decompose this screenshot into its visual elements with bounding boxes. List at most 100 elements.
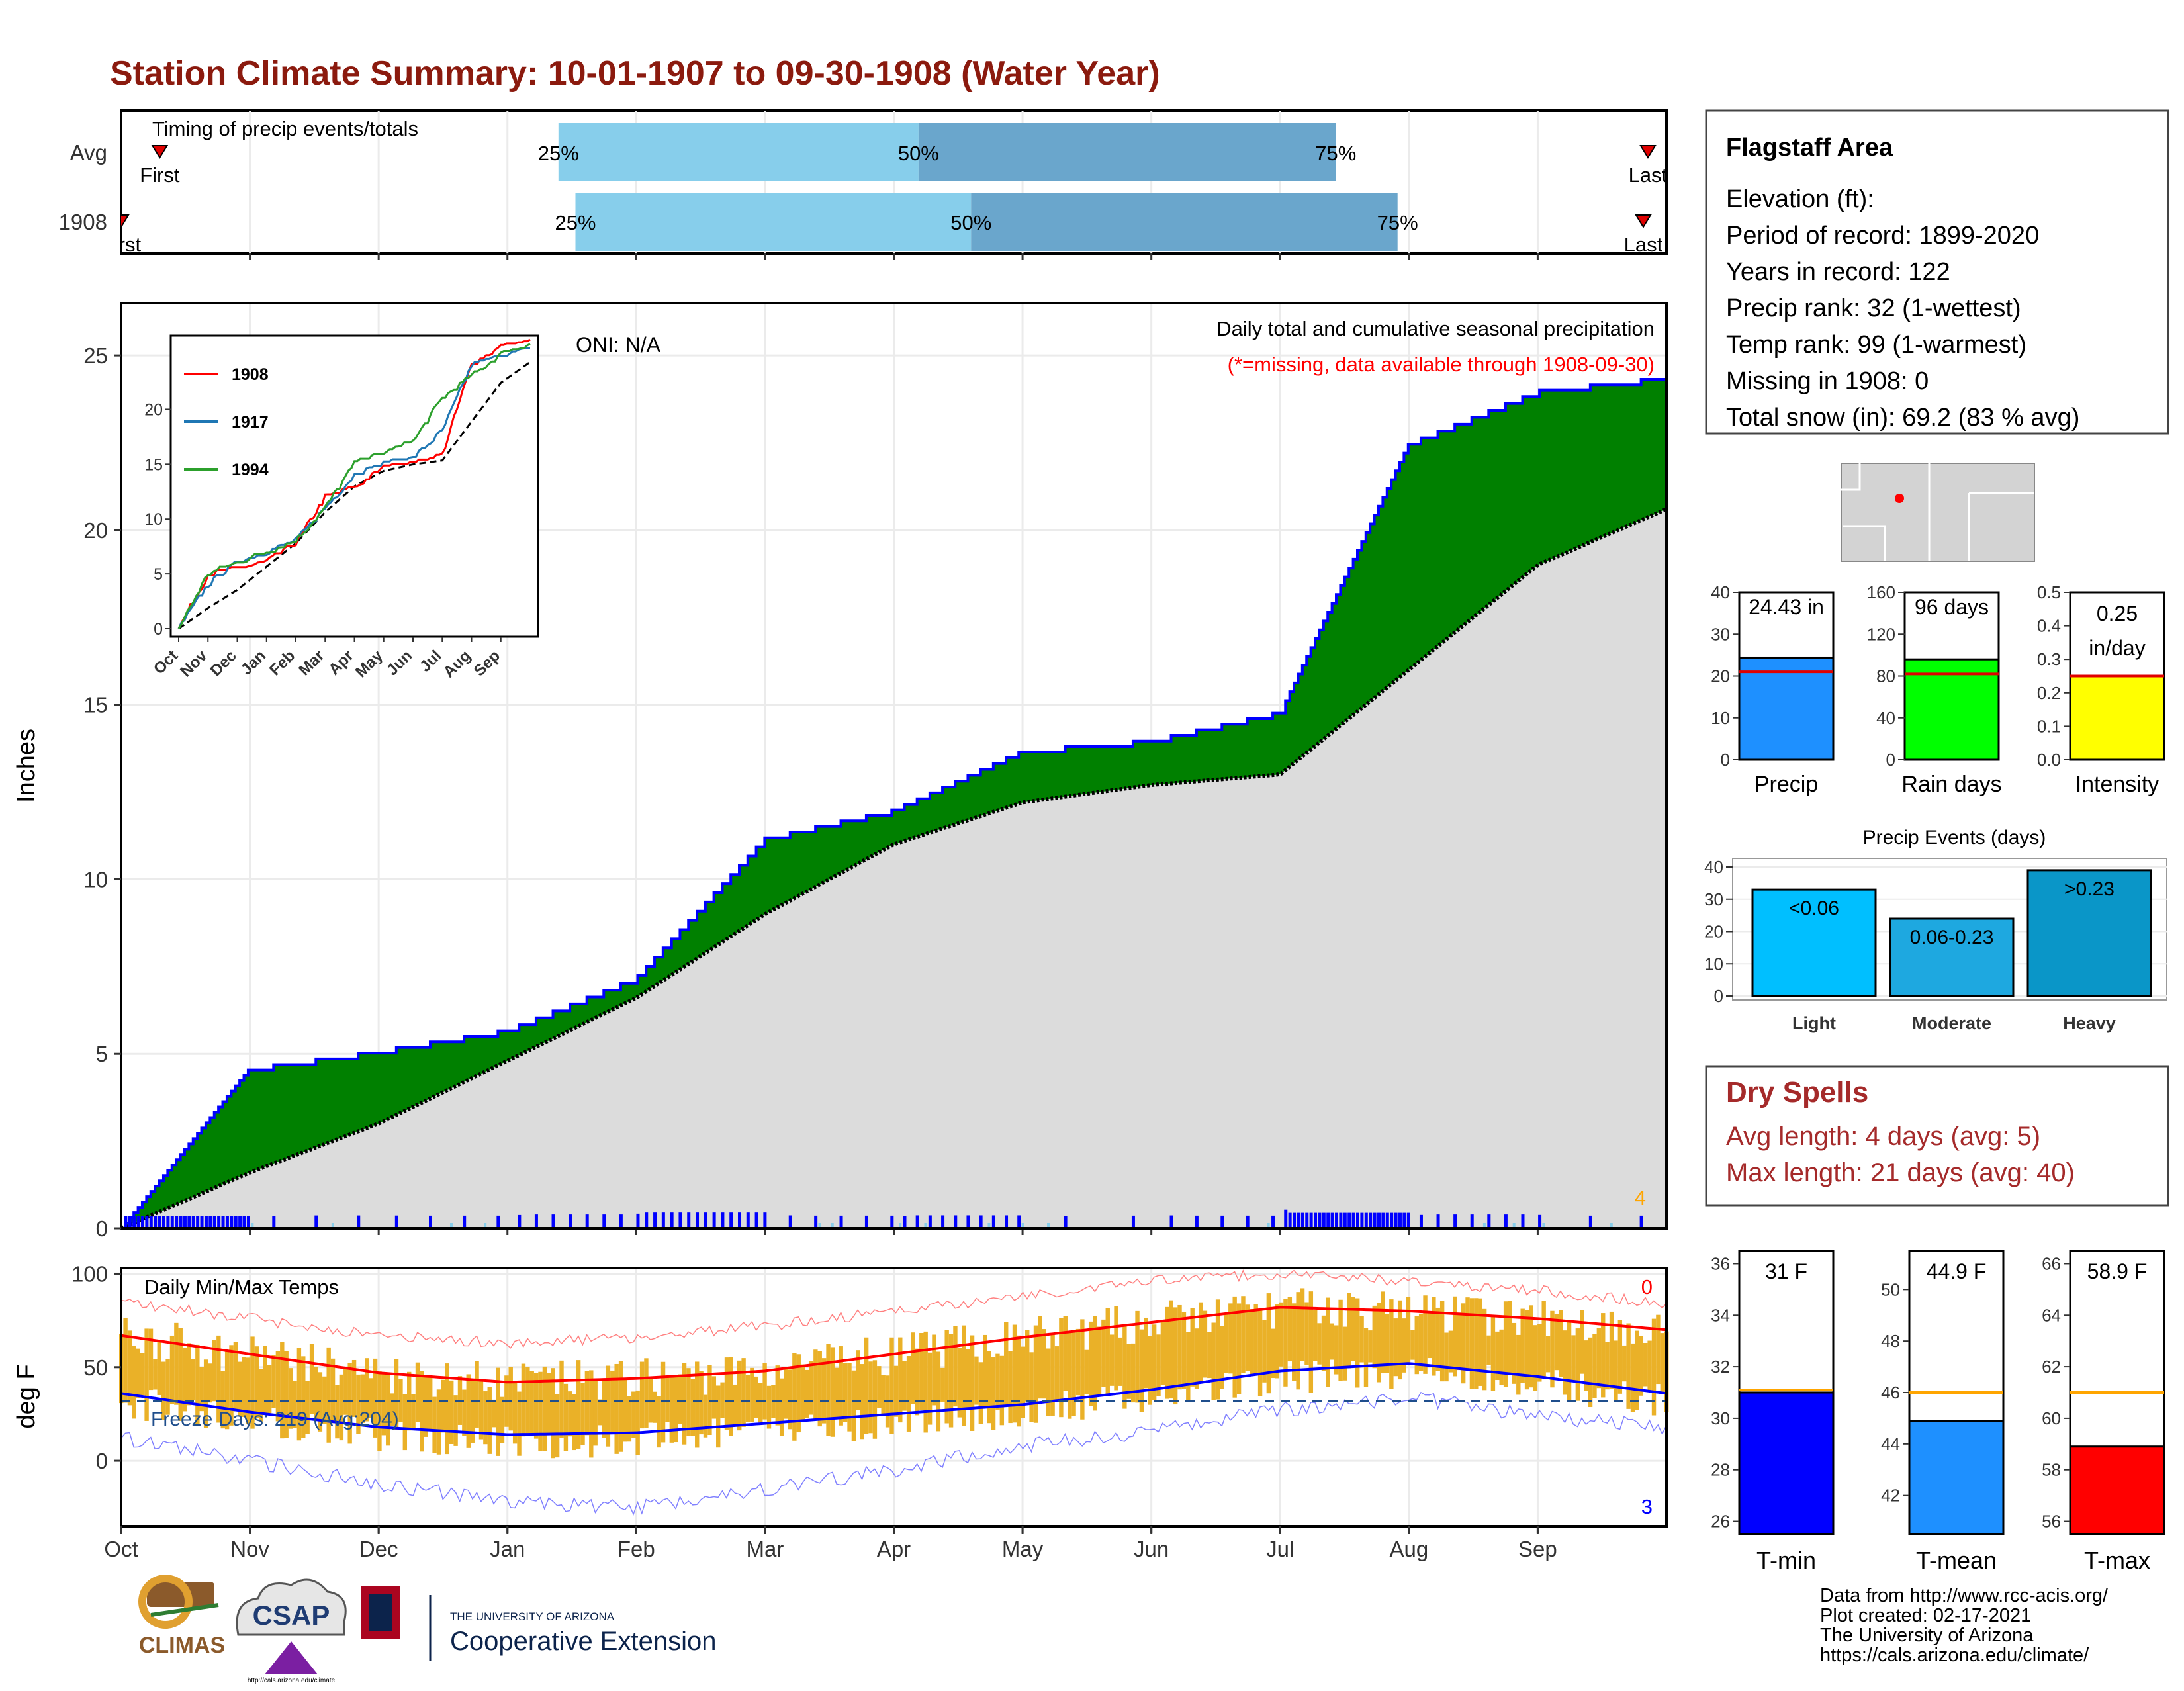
y-tick-label: 10 [83, 867, 108, 891]
daily-temp-bar [1516, 1334, 1521, 1395]
daily-precip-bar [124, 1216, 128, 1228]
daily-precip-bar [1377, 1212, 1381, 1228]
daily-temp-bar [1050, 1333, 1055, 1416]
daily-precip-bar [1356, 1212, 1359, 1228]
state-map [1841, 463, 2035, 562]
daily-temp-bar [390, 1393, 394, 1426]
daily-temp-bar [1524, 1310, 1529, 1390]
daily-precip-bar [179, 1216, 183, 1228]
last-event-marker [1635, 214, 1652, 228]
daily-precip-bar [145, 1216, 149, 1228]
credit-line: Plot created: 02-17-2021 [1820, 1605, 2031, 1626]
daily-temp-bar [195, 1344, 200, 1425]
daily-temp-bar [1317, 1323, 1322, 1365]
daily-temp-bar [1186, 1332, 1191, 1400]
daily-temp-bar [242, 1357, 246, 1418]
daily-precip-bar [1284, 1209, 1288, 1228]
daily-temp-bar [491, 1399, 496, 1428]
daily-precip-bar [602, 1214, 606, 1228]
daily-temp-bar [1580, 1310, 1584, 1374]
daily-temp-bar [1126, 1344, 1131, 1399]
daily-temp-bar [1453, 1296, 1457, 1377]
station-line: Missing in 1908: 0 [1726, 367, 1929, 395]
daily-temp-bar [724, 1357, 729, 1430]
temp-count-top: 0 [1641, 1275, 1653, 1299]
daily-temp-bar [347, 1363, 352, 1444]
daily-temp-bar [1427, 1311, 1432, 1359]
y-tick-label: 66 [2042, 1254, 2061, 1273]
precip-panel: 0 5 10 15 20 25 Inches Daily total and cumula… [13, 302, 1668, 1241]
daily-temp-bar [962, 1325, 966, 1426]
daily-temp-bar [1490, 1315, 1496, 1391]
daily-temp-bar [1537, 1324, 1542, 1382]
y-tick-label: 28 [1711, 1460, 1730, 1480]
daily-temp-bar [271, 1355, 276, 1408]
daily-precip-bar [661, 1212, 665, 1228]
daily-temp-bar [309, 1344, 314, 1414]
daily-temp-bar [559, 1360, 564, 1438]
summary-bar-rain-days: 96 days 0 40 80 120 160 Rain days [1867, 582, 2002, 797]
daily-precip-bar [191, 1216, 195, 1228]
daily-precip-bar [1369, 1212, 1373, 1228]
daily-temp-bar [944, 1330, 949, 1424]
daily-temp-bar [690, 1379, 696, 1436]
y-tick-label: 0.0 [2037, 750, 2061, 770]
daily-temp-bar [199, 1367, 204, 1412]
daily-temp-bar [779, 1378, 784, 1436]
temp-bar-label: T-mean [1916, 1547, 1997, 1574]
daily-temp-bar [610, 1370, 615, 1433]
daily-temp-bar [1651, 1318, 1657, 1416]
daily-temp-bar [669, 1376, 674, 1443]
trace-precip-bar [331, 1223, 334, 1228]
temp-bar-value: 58.9 F [2087, 1259, 2148, 1283]
daily-temp-bar [1063, 1316, 1068, 1391]
daily-temp-bar [1550, 1310, 1555, 1388]
daily-temp-bar [1381, 1291, 1385, 1373]
daily-precip-bar [645, 1212, 649, 1228]
daily-temp-bar [165, 1359, 170, 1415]
events-category: Light [1792, 1013, 1836, 1033]
daily-temp-bar [682, 1363, 687, 1445]
daily-precip-bar [687, 1212, 691, 1228]
summary-bar-value: 0.25 [2097, 602, 2138, 625]
daily-temp-bar [563, 1383, 569, 1451]
daily-temp-bar [1169, 1300, 1173, 1399]
oni-label: ONI: N/A [576, 333, 661, 357]
daily-precip-bar [569, 1214, 572, 1228]
daily-temp-bar [1029, 1352, 1034, 1422]
daily-temp-bar [711, 1376, 717, 1419]
daily-precip-bar [954, 1215, 958, 1228]
precip-corner-count: 4 [1635, 1186, 1646, 1209]
daily-precip-bar [738, 1212, 741, 1228]
daily-temp-bar [529, 1371, 534, 1434]
trace-precip-bar [1267, 1223, 1270, 1228]
temp-bar-t-max: 58.9 F 56 58 60 62 64 66 T-max [2042, 1250, 2165, 1574]
daily-temp-bar [343, 1367, 348, 1415]
summary-bar-fill [1738, 656, 1835, 761]
daily-temp-bar [402, 1394, 408, 1451]
y-tick-label: 20 [1711, 666, 1730, 686]
y-tick-label: 60 [2042, 1408, 2061, 1428]
daily-temp-bar [868, 1361, 873, 1434]
daily-temp-bar [1439, 1301, 1445, 1382]
summary-bar-label: Precip [1754, 772, 1818, 797]
daily-temp-bar [788, 1369, 793, 1430]
daily-precip-bar [1406, 1212, 1410, 1228]
daily-precip-bar [1402, 1212, 1406, 1228]
daily-temp-bar [1042, 1329, 1047, 1399]
daily-temp-bar [1330, 1323, 1335, 1360]
daily-temp-bar [695, 1361, 700, 1448]
daily-precip-bar [128, 1216, 132, 1228]
daily-temp-bar [1520, 1308, 1525, 1383]
temp-panel: 0 50 100 Daily Min/Max Temps Freeze Days: … [13, 1261, 1669, 1533]
daily-temp-bar [1622, 1345, 1627, 1382]
daily-temp-bar [1271, 1328, 1275, 1379]
y-tick-label: 32 [1711, 1357, 1730, 1377]
daily-temp-bar [927, 1352, 933, 1425]
daily-precip-bar [204, 1216, 208, 1228]
daily-temp-bar [635, 1390, 640, 1455]
trace-precip-bar [924, 1223, 927, 1228]
station-line: Period of record: 1899-2020 [1726, 222, 2039, 250]
y-tick-label: 46 [1881, 1383, 1900, 1402]
daily-temp-bar [657, 1396, 661, 1448]
